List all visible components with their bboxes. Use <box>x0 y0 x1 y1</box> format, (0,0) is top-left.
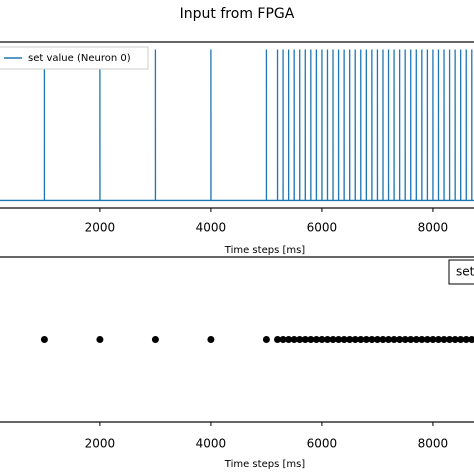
x-tick-label: 6000 <box>307 437 338 451</box>
data-point <box>434 336 442 343</box>
data-point <box>279 336 287 343</box>
data-point <box>373 336 381 343</box>
legend-box <box>0 46 149 70</box>
data-point <box>207 336 215 343</box>
data-point <box>423 336 431 343</box>
data-point <box>362 336 370 343</box>
data-point <box>346 336 354 343</box>
data-line <box>0 49 474 202</box>
data-point <box>468 336 474 343</box>
data-point <box>462 336 470 343</box>
data-point <box>340 336 348 343</box>
data-point <box>285 336 293 343</box>
x-tick-label: 8000 <box>418 437 449 451</box>
data-point <box>301 336 309 343</box>
x-tick-label: 6000 <box>307 221 338 235</box>
legend-label: set <box>456 265 474 279</box>
data-point <box>318 336 326 343</box>
data-point <box>440 336 448 343</box>
data-point <box>412 336 420 343</box>
data-point <box>390 336 398 343</box>
data-point <box>151 336 159 343</box>
data-point <box>290 336 298 343</box>
data-point <box>329 336 337 343</box>
data-point <box>335 336 343 343</box>
data-point <box>385 336 393 343</box>
data-point <box>312 336 320 343</box>
legend-label: set value (Neuron 0) <box>28 53 131 64</box>
data-point <box>323 336 331 343</box>
data-point <box>457 336 465 343</box>
data-point <box>407 336 415 343</box>
data-point <box>296 336 304 343</box>
data-point <box>379 336 387 343</box>
data-point <box>307 336 315 343</box>
x-tick-label: 2000 <box>85 221 116 235</box>
data-point <box>429 336 437 343</box>
plot-area <box>0 49 474 202</box>
plot-area <box>40 336 474 343</box>
x-tick-label: 4000 <box>196 437 227 451</box>
data-point <box>96 336 104 343</box>
data-point <box>357 336 365 343</box>
legend-box <box>448 259 474 285</box>
data-point <box>40 336 48 343</box>
data-point <box>274 336 282 343</box>
data-point <box>396 336 404 343</box>
x-tick-label: 4000 <box>196 221 227 235</box>
x-axis-label: Time steps [ms] <box>224 459 306 470</box>
data-point <box>368 336 376 343</box>
data-point <box>351 336 359 343</box>
data-point <box>401 336 409 343</box>
axes-frame <box>0 41 474 209</box>
x-tick-label: 8000 <box>418 221 449 235</box>
data-point <box>262 336 270 343</box>
x-tick-label: 2000 <box>85 437 116 451</box>
x-axis-label: Time steps [ms] <box>224 245 306 256</box>
data-point <box>418 336 426 343</box>
axes-frame <box>0 256 474 423</box>
data-point <box>451 336 459 343</box>
chart-title: Input from FPGA <box>180 6 295 22</box>
data-point <box>446 336 454 343</box>
